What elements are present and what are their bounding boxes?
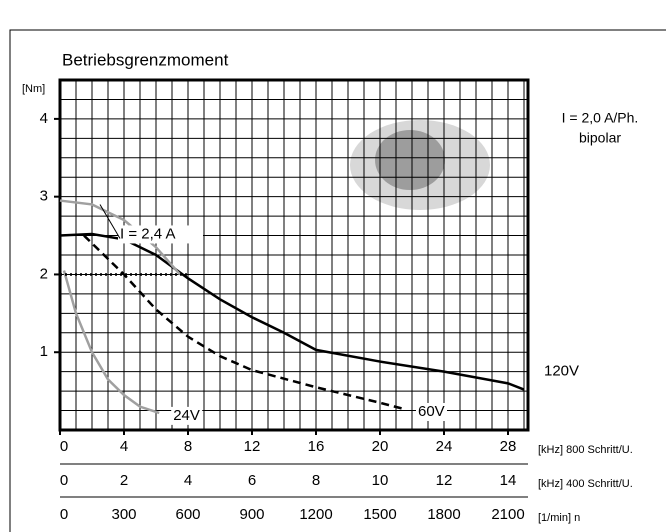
- series-label: 120V: [544, 363, 579, 380]
- series-label-bg: [416, 403, 447, 421]
- x-tick-label: 4: [120, 438, 128, 455]
- x-tick-label: 14: [500, 472, 517, 489]
- x-tick-label: 1800: [427, 506, 460, 523]
- series-line: [59, 199, 181, 276]
- x-tick-label: 0: [60, 506, 68, 523]
- x-axis-label: [kHz] 400 Schritt/U.: [538, 478, 633, 490]
- x-tick-label: 12: [244, 438, 261, 455]
- series-label-bg: [171, 406, 203, 425]
- annotation: I = 2,0 A/Ph.: [562, 110, 639, 126]
- series-line: [62, 270, 160, 415]
- x-tick-label: 16: [308, 438, 325, 455]
- plot-border: [58, 78, 530, 432]
- x-tick-label: 20: [372, 438, 389, 455]
- y-tick-label: 1: [40, 343, 48, 360]
- y-tick-label: 2: [40, 265, 48, 282]
- series-label: I = 2,4 A: [120, 225, 175, 242]
- y-tick-label: 3: [40, 188, 48, 205]
- frame: [9, 29, 666, 532]
- x-tick-label: 12: [436, 472, 453, 489]
- x-tick-label: 0: [60, 472, 68, 489]
- x-axis-label: [kHz] 800 Schritt/U.: [538, 444, 633, 456]
- series-label-bg: [118, 225, 203, 244]
- y-axis-label: [Nm]: [22, 83, 45, 95]
- motor-image-core: [375, 130, 445, 190]
- x-tick-label: 2100: [491, 506, 524, 523]
- series-line: [83, 234, 405, 411]
- series-line: [59, 232, 525, 391]
- series-label: 24V: [173, 407, 200, 424]
- x-tick-label: 900: [239, 506, 264, 523]
- leader-line: [99, 204, 121, 239]
- x-tick-label: 10: [372, 472, 389, 489]
- x-axis-label: [1/min] n: [538, 512, 580, 524]
- x-tick-label: 8: [312, 472, 320, 489]
- x-tick-label: 1500: [363, 506, 396, 523]
- chart-title: Betriebsgrenzmoment: [62, 50, 229, 69]
- x-tick-label: 6: [248, 472, 256, 489]
- x-tick-label: 8: [184, 438, 192, 455]
- x-tick-label: 600: [175, 506, 200, 523]
- x-tick-label: 28: [500, 438, 517, 455]
- x-tick-label: 2: [120, 472, 128, 489]
- x-tick-label: 4: [184, 472, 192, 489]
- series-label: 60V: [418, 403, 445, 420]
- x-tick-label: 300: [111, 506, 136, 523]
- annotation: bipolar: [579, 130, 621, 146]
- x-tick-label: 0: [60, 438, 68, 455]
- x-tick-label: 1200: [299, 506, 332, 523]
- x-tick-label: 24: [436, 438, 453, 455]
- series-label-bg: [542, 362, 582, 381]
- y-tick-label: 4: [40, 110, 48, 127]
